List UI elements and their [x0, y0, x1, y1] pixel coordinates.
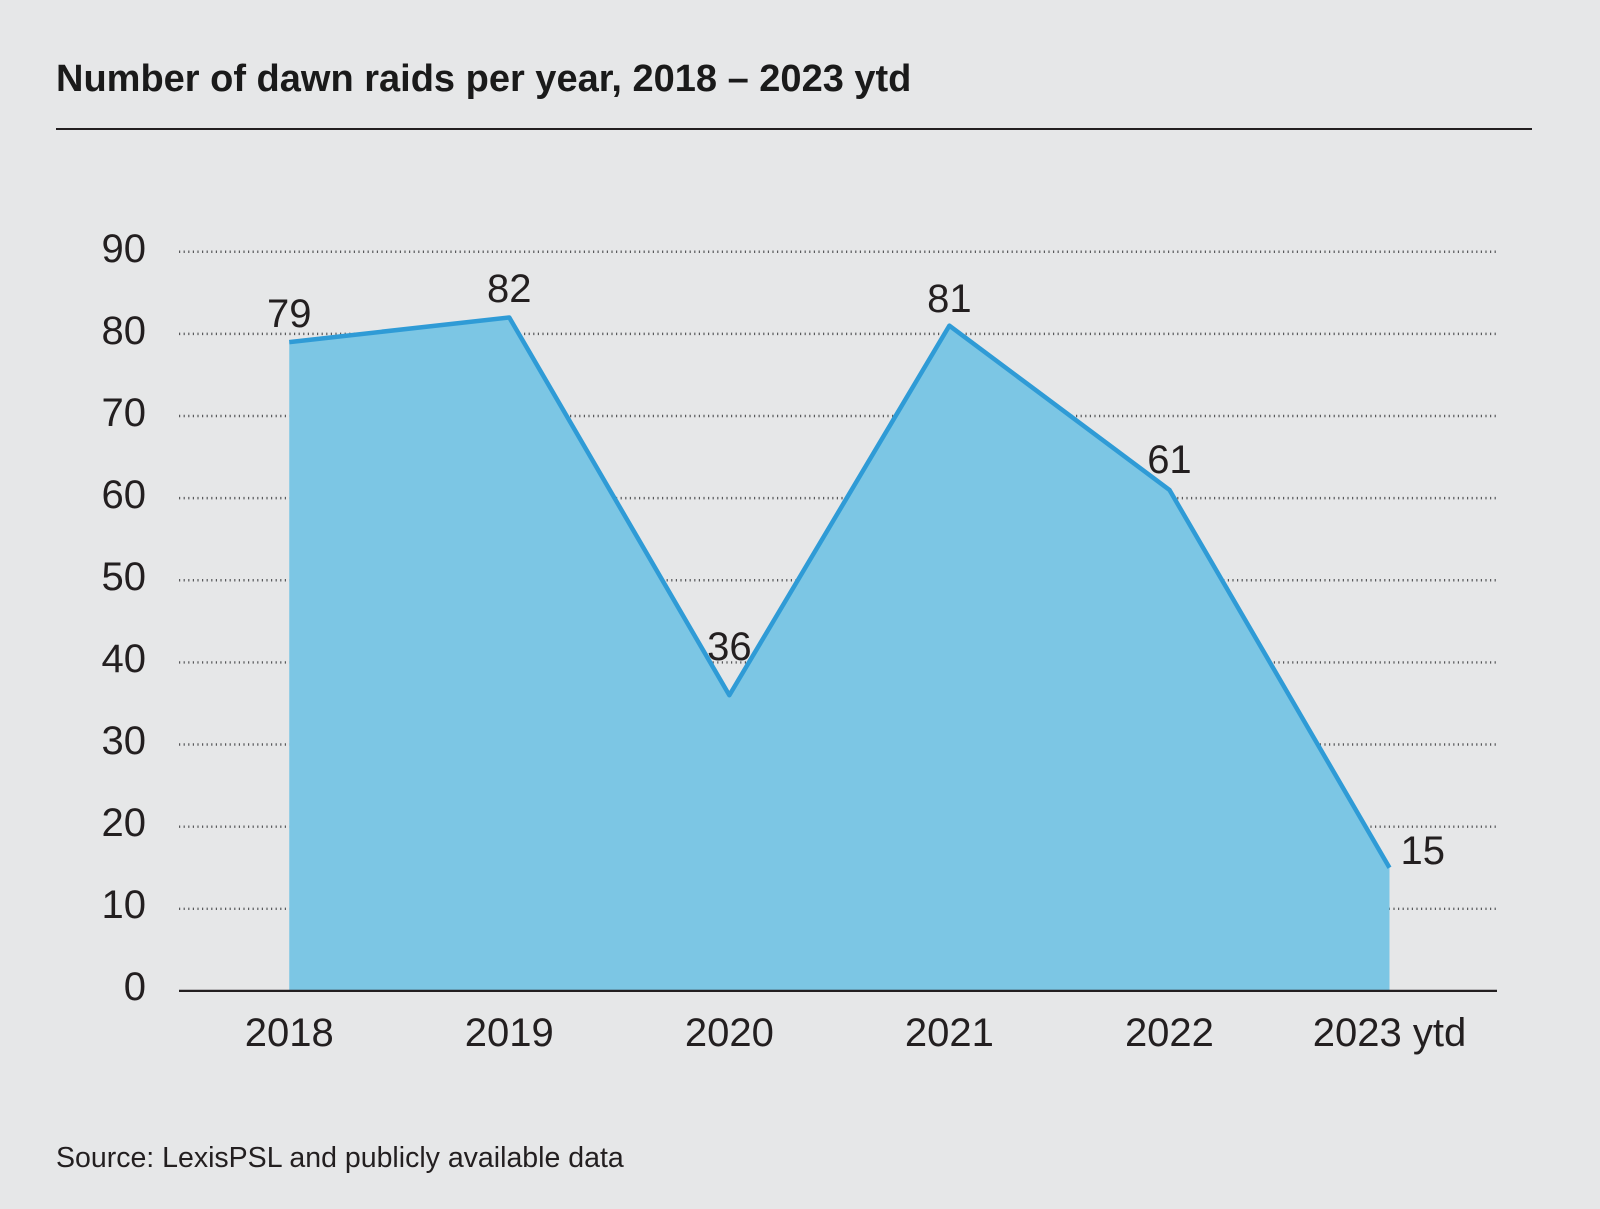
svg-text:2021: 2021	[905, 1011, 994, 1055]
svg-text:61: 61	[1147, 438, 1192, 482]
svg-text:2020: 2020	[685, 1011, 774, 1055]
svg-text:79: 79	[267, 292, 312, 336]
svg-text:15: 15	[1400, 829, 1445, 873]
svg-text:80: 80	[102, 309, 147, 353]
svg-text:70: 70	[102, 391, 147, 435]
svg-text:90: 90	[102, 227, 147, 271]
svg-text:30: 30	[102, 719, 147, 763]
svg-text:2019: 2019	[465, 1011, 554, 1055]
svg-text:82: 82	[487, 267, 532, 311]
svg-text:36: 36	[707, 625, 752, 669]
svg-text:2023 ytd: 2023 ytd	[1313, 1011, 1466, 1055]
svg-text:2022: 2022	[1125, 1011, 1214, 1055]
svg-text:40: 40	[102, 637, 147, 681]
svg-text:0: 0	[124, 965, 146, 1009]
svg-text:60: 60	[102, 473, 147, 517]
svg-text:81: 81	[927, 277, 972, 321]
svg-text:50: 50	[102, 555, 147, 599]
svg-text:20: 20	[102, 801, 147, 845]
svg-text:2018: 2018	[245, 1011, 334, 1055]
svg-text:10: 10	[102, 883, 147, 927]
